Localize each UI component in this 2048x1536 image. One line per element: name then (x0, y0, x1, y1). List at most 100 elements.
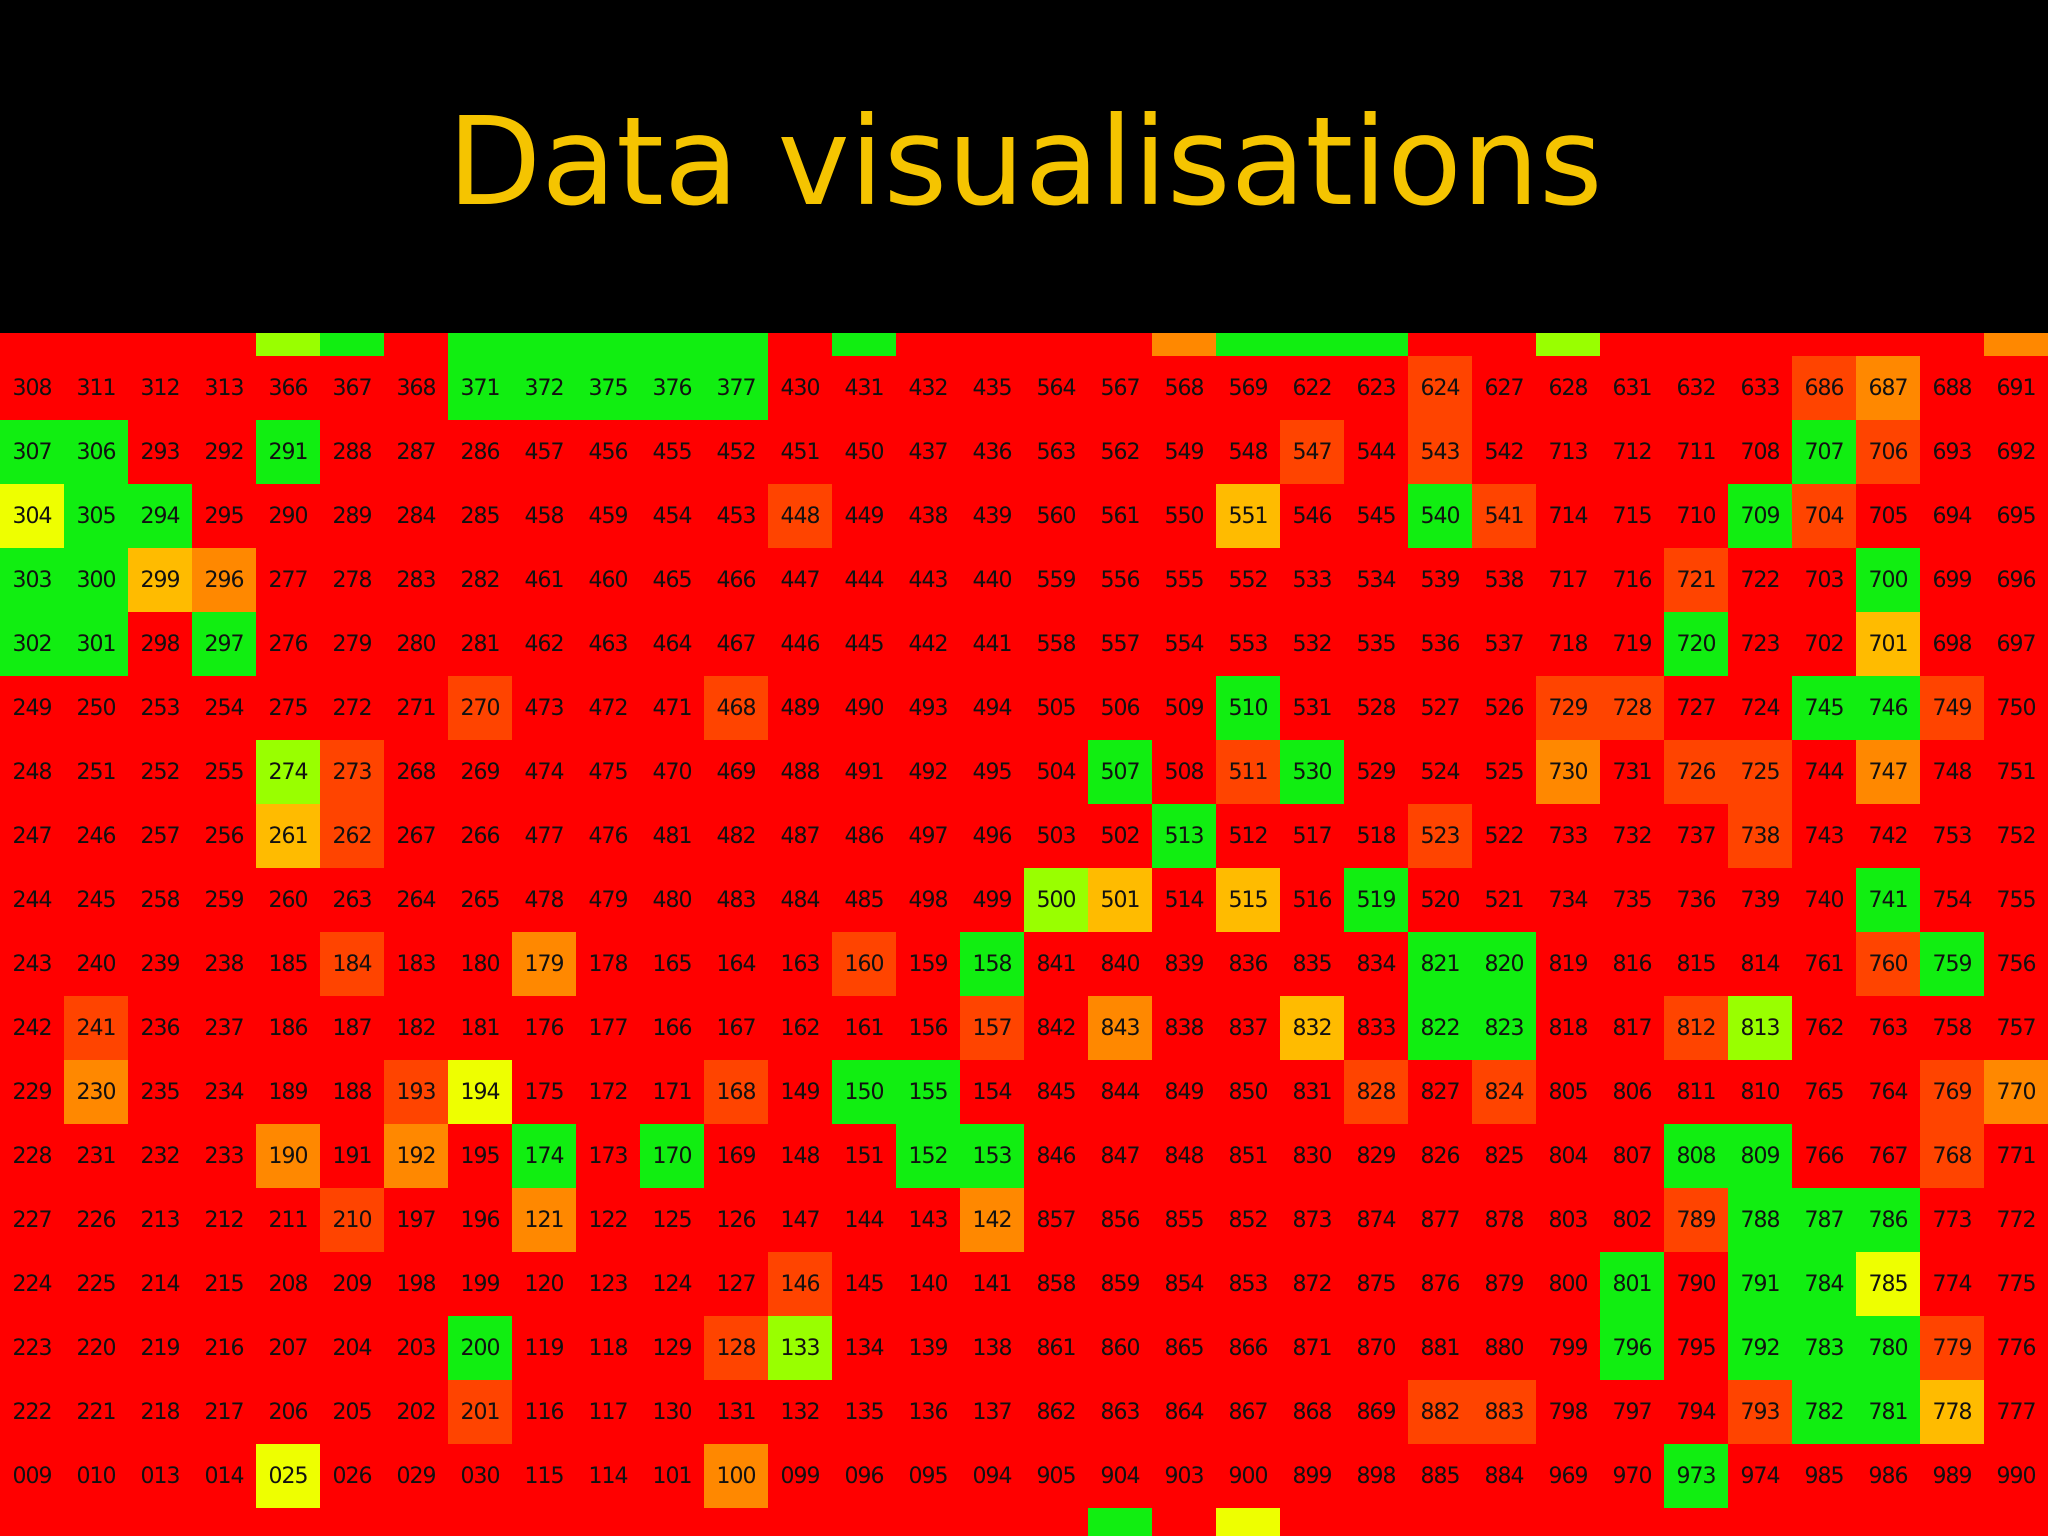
cell-label: 114 (589, 1464, 628, 1489)
heatmap-cell (1856, 612, 1920, 676)
cell-label: 791 (1741, 1272, 1780, 1297)
heatmap-cell (384, 932, 448, 996)
heatmap-cell (1024, 740, 1088, 804)
cell-label: 687 (1869, 376, 1908, 401)
heatmap-cell (320, 932, 384, 996)
heatmap-cell (192, 1508, 256, 1536)
heatmap-cell (960, 740, 1024, 804)
cell-label: 244 (13, 888, 52, 913)
cell-label: 624 (1421, 376, 1460, 401)
heatmap-cell (640, 1508, 704, 1536)
heatmap-cell (1856, 932, 1920, 996)
cell-label: 779 (1933, 1336, 1972, 1361)
heatmap-cell (0, 1252, 64, 1316)
cell-label: 816 (1613, 952, 1652, 977)
heatmap-cell (1408, 1444, 1472, 1508)
cell-label: 623 (1357, 376, 1396, 401)
heatmap-cell (832, 676, 896, 740)
cell-label: 749 (1933, 696, 1972, 721)
cell-label: 555 (1165, 568, 1204, 593)
cell-label: 696 (1997, 568, 2036, 593)
cell-label: 489 (781, 696, 820, 721)
cell-label: 117 (589, 1400, 628, 1425)
cell-label: 227 (13, 1208, 52, 1233)
heatmap-cell (1536, 676, 1600, 740)
cell-label: 185 (269, 952, 308, 977)
cell-label: 115 (525, 1464, 564, 1489)
cell-label: 989 (1933, 1464, 1972, 1489)
heatmap-cell (448, 1124, 512, 1188)
cell-label: 852 (1229, 1208, 1268, 1233)
cell-label: 735 (1613, 888, 1652, 913)
cell-label: 250 (77, 696, 116, 721)
heatmap-cell (768, 612, 832, 676)
cell-label: 195 (461, 1144, 500, 1169)
cell-label: 152 (909, 1144, 948, 1169)
cell-label: 834 (1357, 952, 1396, 977)
cell-label: 238 (205, 952, 244, 977)
heatmap-cell (1152, 1188, 1216, 1252)
heatmap-cell (1792, 1124, 1856, 1188)
cell-label: 765 (1805, 1080, 1844, 1105)
cell-label: 504 (1037, 760, 1076, 785)
heatmap-cell (576, 1124, 640, 1188)
cell-label: 800 (1549, 1272, 1588, 1297)
cell-label: 187 (333, 1016, 372, 1041)
cell-label: 284 (397, 504, 436, 529)
heatmap-cell (1344, 420, 1408, 484)
cell-label: 731 (1613, 760, 1652, 785)
heatmap-cell (960, 484, 1024, 548)
cell-label: 221 (77, 1400, 116, 1425)
heatmap-cell (1280, 1508, 1344, 1536)
heatmap-cell (0, 676, 64, 740)
heatmap-cell (1728, 1508, 1792, 1536)
heatmap-cell (1856, 868, 1920, 932)
cell-label: 208 (269, 1272, 308, 1297)
cell-label: 191 (333, 1144, 372, 1169)
cell-label: 180 (461, 952, 500, 977)
cell-label: 264 (397, 888, 436, 913)
heatmap-cell (320, 612, 384, 676)
heatmap-cell (768, 868, 832, 932)
slide-title: Data visualisations (447, 91, 1602, 233)
cell-label: 182 (397, 1016, 436, 1041)
heatmap-cell (0, 420, 64, 484)
cell-label: 702 (1805, 632, 1844, 657)
cell-label: 781 (1869, 1400, 1908, 1425)
cell-label: 494 (973, 696, 1012, 721)
cell-label: 148 (781, 1144, 820, 1169)
heatmap-cell (1984, 1316, 2048, 1380)
cell-label: 878 (1485, 1208, 1524, 1233)
heatmap-cell (256, 1124, 320, 1188)
heatmap-cell (448, 484, 512, 548)
cell-label: 974 (1741, 1464, 1780, 1489)
cell-label: 778 (1933, 1400, 1972, 1425)
heatmap-cell (1408, 996, 1472, 1060)
heatmap-cell (640, 1380, 704, 1444)
cell-label: 452 (717, 440, 756, 465)
cell-label: 263 (333, 888, 372, 913)
heatmap-cell (1472, 740, 1536, 804)
heatmap-cell (192, 996, 256, 1060)
cell-label: 873 (1293, 1208, 1332, 1233)
cell-label: 269 (461, 760, 500, 785)
heatmap-cell (1984, 740, 2048, 804)
cell-label: 851 (1229, 1144, 1268, 1169)
cell-label: 473 (525, 696, 564, 721)
heatmap-cell (896, 484, 960, 548)
heatmap-cell (1280, 740, 1344, 804)
heatmap-cell (320, 1188, 384, 1252)
cell-label: 203 (397, 1336, 436, 1361)
cell-label: 862 (1037, 1400, 1076, 1425)
heatmap-cell (1728, 484, 1792, 548)
heatmap-cell (256, 1252, 320, 1316)
cell-label: 456 (589, 440, 628, 465)
heatmap-cell (0, 484, 64, 548)
heatmap-cell (1024, 996, 1088, 1060)
heatmap-cell (512, 1124, 576, 1188)
heatmap-cell (64, 1252, 128, 1316)
heatmap-cell (0, 1124, 64, 1188)
heatmap-cell (1728, 1444, 1792, 1508)
cell-label: 149 (781, 1080, 820, 1105)
cell-label: 865 (1165, 1336, 1204, 1361)
